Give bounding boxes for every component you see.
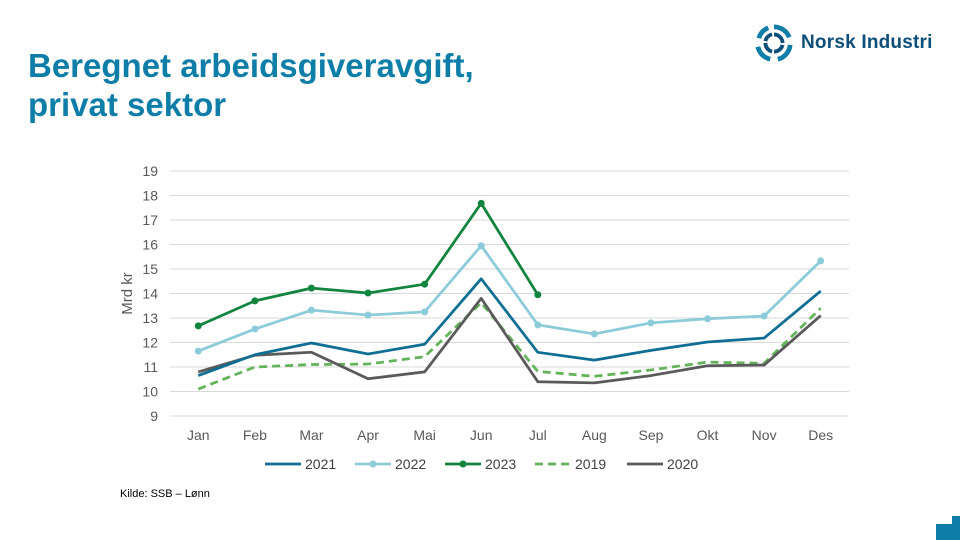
data-point-2022 <box>364 311 372 319</box>
data-point-2022 <box>590 330 598 338</box>
x-tick-label: Mai <box>413 427 436 443</box>
data-point-2023 <box>307 284 315 292</box>
legend-label: 2020 <box>667 456 698 472</box>
x-tick-label: Aug <box>582 427 607 443</box>
x-tick-label: Sep <box>638 427 663 443</box>
legend-marker-2022 <box>369 460 377 468</box>
y-tick-label: 17 <box>142 212 158 228</box>
series-line-2021 <box>197 277 822 377</box>
legend-label: 2022 <box>395 456 426 472</box>
data-point-2022 <box>760 312 768 320</box>
page-title-line-1: Beregnet arbeidsgiveravgift, <box>28 47 474 84</box>
page-title: Beregnet arbeidsgiveravgift, privat sekt… <box>28 46 474 124</box>
data-point-2023 <box>194 322 202 330</box>
x-tick-label: Apr <box>357 427 379 443</box>
norsk-industri-logo-icon <box>755 24 793 62</box>
page-title-line-2: privat sektor <box>28 86 227 123</box>
data-point-2023 <box>364 289 372 297</box>
y-tick-label: 18 <box>142 188 158 204</box>
legend-label: 2021 <box>305 456 336 472</box>
y-tick-label: 14 <box>142 286 158 302</box>
data-point-2022 <box>421 308 429 316</box>
legend-label: 2019 <box>575 456 606 472</box>
x-tick-label: Feb <box>243 427 267 443</box>
x-tick-label: Jan <box>187 427 210 443</box>
series-line-2022 <box>197 244 822 353</box>
data-point-2022 <box>704 315 712 323</box>
legend-label: 2023 <box>485 456 516 472</box>
data-point-2022 <box>534 321 542 329</box>
y-tick-label: 19 <box>142 163 158 179</box>
series-line-2020 <box>197 297 822 385</box>
data-point-2022 <box>647 319 655 327</box>
y-tick-label: 15 <box>142 261 158 277</box>
logo-text: Norsk Industri <box>801 32 933 53</box>
legend-marker-2023 <box>459 460 467 468</box>
corner-accent <box>936 516 960 540</box>
y-tick-label: 11 <box>143 359 158 375</box>
data-point-2022 <box>194 347 202 355</box>
y-tick-label: 13 <box>142 310 158 326</box>
data-point-2023 <box>421 280 429 288</box>
data-point-2022 <box>251 325 259 333</box>
y-tick-label: 16 <box>142 237 158 253</box>
x-tick-label: Okt <box>697 427 719 443</box>
x-tick-label: Jun <box>470 427 493 443</box>
data-point-2023 <box>534 291 542 299</box>
source-note: Kilde: SSB – Lønn <box>120 488 210 500</box>
x-tick-label: Nov <box>752 427 777 443</box>
y-axis-label: Mrd kr <box>119 272 136 315</box>
y-tick-label: 10 <box>142 384 158 400</box>
y-tick-label: 12 <box>142 335 158 351</box>
series-line-2019 <box>197 301 822 391</box>
x-tick-label: Mar <box>299 427 323 443</box>
x-tick-label: Jul <box>529 427 547 443</box>
data-point-2022 <box>817 257 825 265</box>
y-tick-label: 9 <box>150 408 158 424</box>
norsk-industri-logo: Norsk Industri <box>755 24 933 62</box>
data-point-2023 <box>251 297 259 305</box>
data-point-2022 <box>307 306 315 314</box>
data-point-2022 <box>477 242 485 250</box>
data-point-2023 <box>477 199 485 207</box>
x-tick-label: Des <box>808 427 833 443</box>
